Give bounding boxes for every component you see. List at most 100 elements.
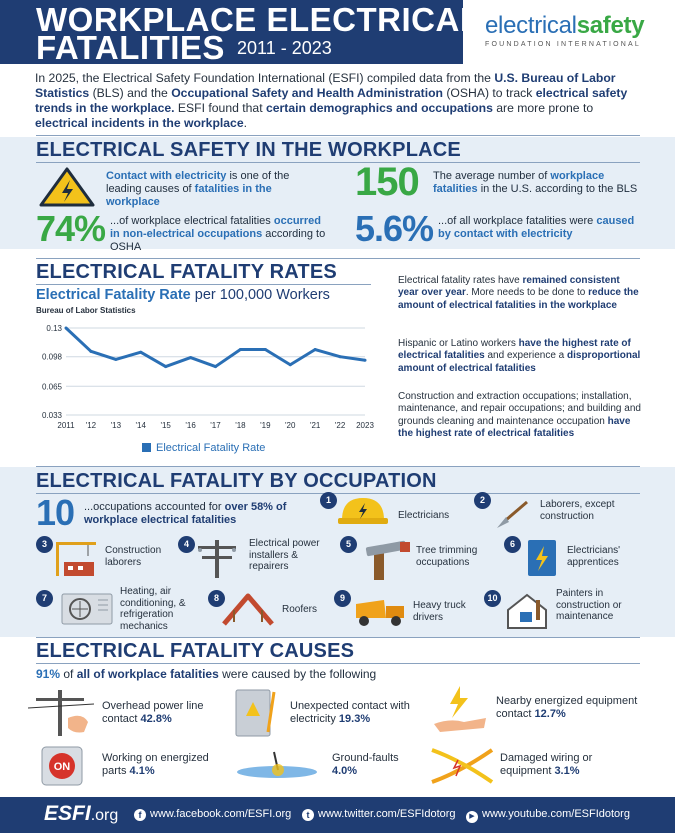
stat-number-74: 74% <box>36 208 106 249</box>
twitter-url[interactable]: www.twitter.com/ESFIdotorg <box>318 808 456 820</box>
note-highlight: remained consistent year over year <box>398 275 620 299</box>
safety-band <box>0 137 675 249</box>
divider <box>36 663 640 664</box>
stat-highlight: caused by contact with electricity <box>438 215 635 240</box>
roof-icon <box>222 593 274 626</box>
data-point <box>338 355 342 359</box>
cause-label: Working on energized parts <box>102 752 209 777</box>
x-tick-label: '16 <box>185 421 196 430</box>
construction-crane-icon <box>56 542 96 576</box>
ground-fault-icon <box>237 751 317 778</box>
house-paint-icon <box>507 593 547 629</box>
cause-percent: 4.1% <box>129 765 155 777</box>
y-tick-label: 0.13 <box>46 324 62 333</box>
intro-text: ESFI found that <box>174 101 266 115</box>
data-point <box>139 350 143 354</box>
header-band <box>0 0 463 64</box>
twitter-link[interactable]: t www.twitter.com/ESFIdotorg <box>302 808 456 821</box>
power-pole-icon <box>198 540 236 578</box>
page-title-line2: FATALITIES <box>36 29 225 66</box>
hard-hat-icon <box>338 498 388 524</box>
stat-highlight: all of workplace fatalities <box>76 667 219 681</box>
tree-saw-icon <box>365 540 410 580</box>
intro-paragraph: In 2025, the Electrical Safety Foundatio… <box>35 71 640 131</box>
causes-lead: 91% of all of workplace fatalities were … <box>36 668 376 681</box>
rank-badge: 3 <box>36 536 53 553</box>
intro-text: (BLS) and the <box>89 86 172 100</box>
facebook-link[interactable]: f www.facebook.com/ESFI.org <box>134 808 291 821</box>
stat-highlight: 91% <box>36 667 61 681</box>
on-switch-icon: ON <box>41 746 83 786</box>
note-text: . More needs to be done to <box>465 287 589 299</box>
stat-number-150: 150 <box>355 160 420 204</box>
stat-highlight: workplace fatalities <box>433 170 605 195</box>
data-point <box>189 356 193 360</box>
y-tick-label: 0.065 <box>42 382 63 391</box>
power-line-hand-icon <box>28 690 94 736</box>
cause-unexpected-contact: Unexpected contact with electricity 19.3… <box>290 700 410 726</box>
on-label: ON <box>54 761 71 773</box>
data-point <box>64 326 68 330</box>
series-line <box>64 326 366 369</box>
cause-damaged-wiring: Damaged wiring or equipment 3.1% <box>500 752 630 778</box>
x-tick-label: '18 <box>235 421 246 430</box>
facebook-url[interactable]: www.facebook.com/ESFI.org <box>150 808 292 820</box>
divider <box>36 637 640 638</box>
x-tick-label: '19 <box>260 421 271 430</box>
stat-text: ...of workplace electrical fatalities <box>110 215 274 227</box>
stat-highlight: Contact with electricity <box>106 170 227 182</box>
y-tick-label: 0.033 <box>42 411 63 420</box>
cause-label: Nearby energized equipment contact <box>496 695 638 720</box>
rate-note-3: Construction and extraction occupations;… <box>398 391 642 440</box>
divider <box>36 162 640 163</box>
stat-text: ...of all workplace fatalities were <box>438 215 597 227</box>
cause-percent: 3.1% <box>554 765 580 777</box>
note-text: Construction and extraction occupations;… <box>398 391 641 427</box>
youtube-url[interactable]: www.youtube.com/ESFIdotorg <box>482 808 630 820</box>
rank-badge: 7 <box>36 590 53 607</box>
intro-highlight: electrical safety trends in the workplac… <box>35 86 628 115</box>
x-tick-label: '15 <box>160 421 171 430</box>
x-tick-label: '21 <box>310 421 321 430</box>
stat-text: The average number of <box>433 170 551 182</box>
divider <box>36 284 371 285</box>
youtube-link[interactable]: ▶ www.youtube.com/ESFIdotorg <box>466 808 630 823</box>
intro-highlight: Occupational Safety and Health Administr… <box>171 86 443 100</box>
data-point <box>238 348 242 352</box>
stat-contact-share: ...of all workplace fatalities were caus… <box>438 215 638 241</box>
data-point <box>164 365 168 369</box>
stat-text: of <box>60 667 77 681</box>
cause-nearby-equipment: Nearby energized equipment contact 12.7% <box>496 695 641 721</box>
stat-text: in the U.S. according to the BLS <box>477 183 638 195</box>
intro-highlight: U.S. Bureau of Labor Statistics <box>35 71 616 100</box>
rank-badge: 6 <box>504 536 521 553</box>
rank-badge: 10 <box>484 590 501 607</box>
esfi-logo: electricalsafety FOUNDATION INTERNATIONA… <box>485 12 665 52</box>
x-tick-label: 2023 <box>356 421 374 430</box>
legend-swatch <box>142 443 151 452</box>
divider <box>36 258 640 259</box>
chart-source: Bureau of Labor Statistics <box>36 306 136 315</box>
rank-badge: 9 <box>334 590 351 607</box>
header: WORKPLACE ELECTRICAL FATALITIES 2011 - 2… <box>0 0 675 64</box>
manual-book-icon <box>528 540 556 576</box>
footer-logo: ESFI.org <box>44 802 118 826</box>
stat-average: The average number of workplace fataliti… <box>433 170 638 196</box>
twitter-icon: t <box>302 809 314 821</box>
x-tick-label: '14 <box>136 421 147 430</box>
footer-logo-tld: .org <box>90 807 119 824</box>
rank-badge: 5 <box>340 536 357 553</box>
x-tick-label: '12 <box>86 421 97 430</box>
stat-text: were caused by the following <box>218 667 377 681</box>
occupation-9: Heavy truck drivers <box>413 600 466 623</box>
stat-text: according to OSHA <box>110 228 326 253</box>
cause-percent: 12.7% <box>534 708 566 720</box>
cause-percent: 4.0% <box>332 765 358 777</box>
note-highlight: reduce the amount of electrical fataliti… <box>398 287 639 311</box>
occupation-3: Construction laborers <box>105 545 162 568</box>
stat-non-electrical: ...of workplace electrical fatalities oc… <box>110 215 330 254</box>
cause-label: Damaged wiring or equipment <box>500 752 593 777</box>
damaged-wiring-icon <box>431 748 494 784</box>
cause-label: Ground-faults <box>332 752 399 764</box>
logo-word-safety: safety <box>576 12 645 39</box>
